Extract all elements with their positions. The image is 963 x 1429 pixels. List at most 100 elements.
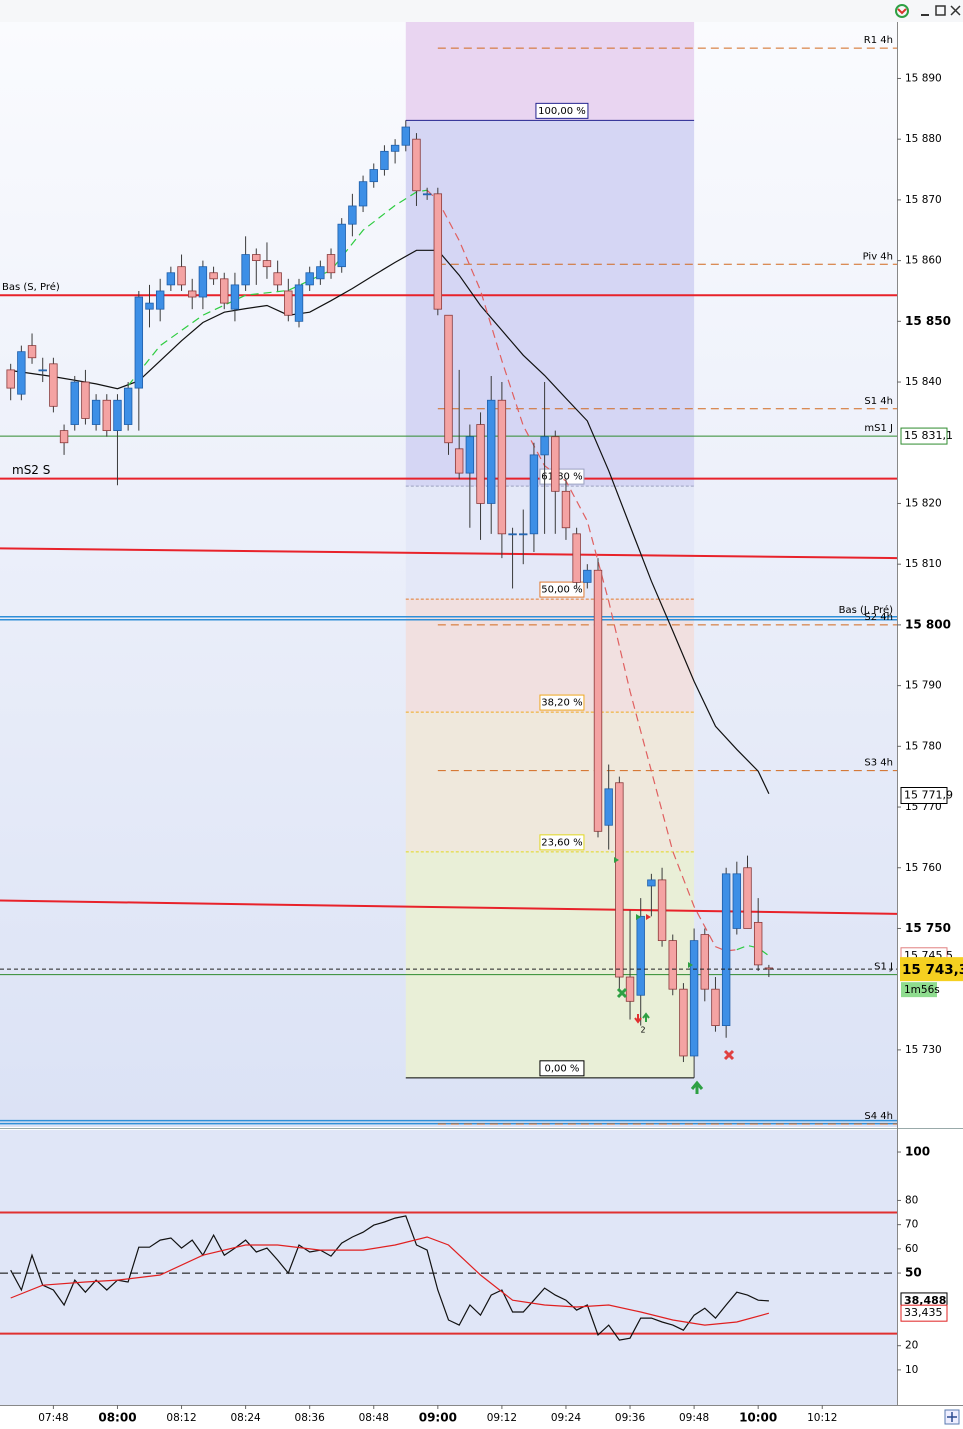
candle-body (123, 387, 133, 425)
y-tick-label: 15 880 (905, 133, 942, 145)
candle-body (444, 314, 453, 444)
candle-body (668, 940, 677, 990)
candle-body (91, 399, 101, 425)
window-buttons[interactable] (895, 4, 961, 18)
y-tick-label: 15 790 (905, 680, 942, 692)
candle-body (572, 533, 581, 583)
candle-body (305, 272, 314, 286)
candle-body (625, 976, 635, 1002)
candle-body (81, 381, 90, 419)
x-tick-label: 08:24 (230, 1412, 261, 1424)
moving-average (736, 944, 770, 957)
rsi-line (10, 1236, 770, 1326)
candle-body (636, 915, 645, 996)
y-tick-label: 10 (905, 1364, 918, 1376)
candle-body (657, 879, 667, 942)
signal-markers: 2 (614, 857, 735, 1094)
x-tick-label: 09:12 (487, 1412, 517, 1424)
candle-body (753, 921, 763, 966)
candle-body (401, 126, 410, 146)
value-label: 15 831,1 (904, 429, 953, 442)
candle-body (337, 223, 346, 268)
moving-average (10, 249, 770, 794)
entry-marker (636, 914, 641, 920)
y-tick-label: 60 (905, 1243, 918, 1255)
level-label: S1 J (874, 962, 893, 973)
entry-marker (646, 914, 651, 920)
y-tick-label: 15 860 (905, 255, 942, 267)
maximize-button[interactable] (935, 5, 946, 16)
value-label-box (900, 787, 948, 804)
candle-body (6, 369, 15, 389)
candle-body (166, 272, 176, 286)
candle-body (348, 205, 357, 225)
moving-average (127, 189, 428, 387)
refresh-arrow[interactable] (897, 8, 907, 15)
level-label: S1 4h (864, 396, 893, 407)
candle-body (59, 430, 69, 444)
trend-line (0, 547, 897, 560)
y-tick-label: 15 820 (905, 497, 942, 509)
level-label: mS2 S (12, 463, 50, 477)
last-price-box (900, 957, 963, 982)
candle-body (145, 302, 154, 310)
candle-body (689, 940, 699, 1057)
candle-body (540, 436, 549, 456)
close-button[interactable] (950, 5, 961, 16)
candle-body (358, 181, 368, 207)
fib-label-box (539, 1060, 585, 1077)
candle-body (732, 873, 742, 929)
settings-icon-glyph[interactable] (947, 1412, 957, 1422)
candle-body (615, 782, 624, 978)
fib-label-box (539, 694, 585, 711)
candle-body (487, 399, 496, 504)
sell-signal-cross (723, 1049, 735, 1061)
candle-body (27, 345, 37, 359)
value-axis-background (897, 22, 963, 1405)
candle-body (433, 193, 443, 310)
candle-body (454, 448, 464, 474)
x-tick-label: 08:36 (295, 1412, 326, 1424)
entry-marker (688, 962, 693, 968)
x-tick-label: 09:36 (615, 1412, 646, 1424)
refresh-icon[interactable] (895, 4, 909, 18)
y-tick-label: 50 (905, 1266, 922, 1280)
candle-body (593, 569, 603, 832)
candle-body (262, 260, 272, 268)
value-label: 15 771,9 (904, 789, 953, 802)
value-label: 38,488 (904, 1294, 946, 1307)
axes: 15 890 15 880 15 870 15 860 15 850 15 840 15 8… (38, 72, 963, 1425)
y-tick-label: 15 730 (905, 1044, 942, 1056)
countdown: 1m56s (904, 984, 940, 996)
level-label: Bas (J, Pré) (839, 604, 893, 616)
candle-body (422, 193, 432, 196)
y-tick-label: 20 (905, 1340, 918, 1352)
candle-body (273, 272, 282, 286)
price-panel: R1 4h Piv 4h Bas (S, Pré) S1 4h mS1 J mS2 S Ba… (0, 22, 897, 1125)
fib-label-box (539, 468, 585, 485)
title-bar (0, 0, 963, 22)
fib-zone (405, 712, 695, 852)
candle-body (583, 569, 592, 583)
down-arrow (634, 1014, 642, 1024)
fib-label: 50,00 % (541, 585, 582, 596)
fib-label: 0,00 % (544, 1063, 579, 1074)
x-tick-label: 09:24 (551, 1412, 582, 1424)
level-label: S4 4h (864, 1111, 893, 1122)
rsi-panel-background (0, 1130, 897, 1405)
y-tick-label: 15 890 (905, 72, 942, 84)
corner-icon[interactable] (944, 1409, 960, 1425)
y-tick-label: 15 770 (905, 801, 942, 813)
y-tick-label: 15 800 (905, 617, 951, 631)
candle-body (113, 399, 122, 432)
fib-label: 100,00 % (538, 106, 586, 117)
up-arrow-large (690, 1080, 704, 1094)
candle-body (764, 967, 774, 970)
countdown-box (901, 982, 937, 998)
level-label: mS1 J (864, 423, 893, 434)
fib-label-box (535, 102, 589, 119)
x-tick-label: 09:00 (419, 1411, 457, 1425)
candle-body (209, 272, 218, 280)
candle-body (390, 144, 400, 152)
level-label: R1 4h (864, 35, 893, 46)
